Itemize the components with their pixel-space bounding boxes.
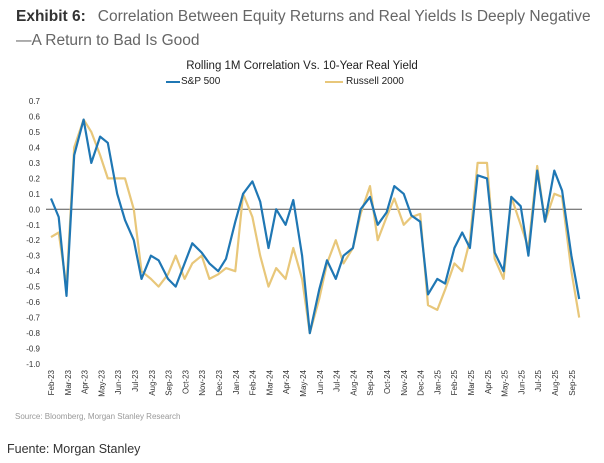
exhibit-title: Exhibit 6: Correlation Between Equity Ret… (16, 5, 596, 53)
y-tick-label: 0.3 (29, 159, 41, 168)
x-tick-label: Mar-23 (64, 369, 73, 395)
y-tick-label: -0.2 (26, 236, 40, 245)
exhibit-title-text: Correlation Between Equity Returns and R… (16, 8, 591, 49)
y-tick-label: 0.0 (29, 205, 41, 214)
caption: Fuente: Morgan Stanley (7, 442, 141, 456)
x-tick-label: Aug-25 (551, 369, 560, 395)
chart-title: Rolling 1M Correlation Vs. 10-Year Real … (186, 60, 418, 72)
x-tick-label: Jan-25 (433, 369, 442, 394)
y-tick-label: -0.5 (26, 283, 40, 292)
y-tick-label: -0.3 (26, 252, 40, 261)
x-tick-label: Apr-23 (81, 369, 90, 394)
x-tick-label: Jun-24 (316, 369, 325, 394)
y-tick-label: -0.9 (26, 345, 40, 354)
x-tick-label: Mar-25 (467, 369, 476, 395)
x-tick-label: Oct-24 (383, 369, 392, 394)
legend-item-russell2000: Russell 2000 (325, 76, 404, 87)
x-tick-label: Feb-24 (249, 369, 258, 395)
legend-item-sp500: S&P 500 (166, 76, 220, 87)
x-tick-label: Nov-24 (400, 369, 409, 395)
x-tick-label: Sep-24 (366, 369, 375, 395)
source-note: Source: Bloomberg, Morgan Stanley Resear… (15, 412, 181, 421)
y-tick-label: -1.0 (26, 360, 40, 369)
y-tick-label: 0.5 (29, 128, 41, 137)
series-line-sp500 (49, 118, 581, 335)
x-tick-label: Mar-24 (265, 369, 274, 395)
x-tick-label: Feb-23 (47, 369, 56, 395)
x-tick-label: Jul-23 (131, 369, 140, 391)
y-tick-label: -0.1 (26, 221, 40, 230)
legend-swatch-sp500 (166, 80, 180, 83)
x-tick-label: Jul-25 (534, 369, 543, 391)
y-tick-label: -0.7 (26, 314, 40, 323)
x-tick-label: Nov-23 (198, 369, 207, 395)
y-tick-label: -0.6 (26, 298, 40, 307)
y-tick-label: -0.8 (26, 329, 40, 338)
x-tick-label: Feb-25 (450, 369, 459, 395)
y-tick-label: 0.2 (29, 174, 41, 183)
x-tick-label: May-25 (501, 369, 510, 396)
x-tick-label: Jun-23 (114, 369, 123, 394)
y-tick-label: 0.6 (29, 112, 41, 121)
y-tick-label: 0.4 (29, 143, 41, 152)
y-tick-label: -0.4 (26, 267, 40, 276)
x-tick-label: Sep-25 (568, 369, 577, 395)
x-tick-label: Apr-24 (282, 369, 291, 394)
x-tick-label: Jul-24 (333, 369, 342, 391)
x-tick-label: May-23 (97, 369, 106, 396)
x-tick-label: May-24 (299, 369, 308, 396)
exhibit-label: Exhibit 6: (16, 8, 86, 25)
x-tick-label: Oct-23 (181, 369, 190, 394)
x-tick-label: Dec-24 (417, 369, 426, 395)
legend-label-russell2000: Russell 2000 (346, 76, 404, 87)
x-tick-label: Aug-24 (349, 369, 358, 395)
series-line-russell2000 (50, 118, 581, 335)
x-tick-label: Aug-23 (148, 369, 157, 395)
x-tick-label: Jun-25 (517, 369, 526, 394)
x-tick-label: Apr-25 (484, 369, 493, 394)
y-tick-label: 0.1 (29, 190, 41, 199)
x-tick-label: Jan-24 (232, 369, 241, 394)
legend-swatch-russell2000 (325, 80, 343, 83)
x-tick-label: Dec-23 (215, 369, 224, 395)
y-tick-label: 0.7 (29, 97, 41, 106)
x-tick-label: Sep-23 (165, 369, 174, 395)
legend-label-sp500: S&P 500 (181, 76, 221, 87)
